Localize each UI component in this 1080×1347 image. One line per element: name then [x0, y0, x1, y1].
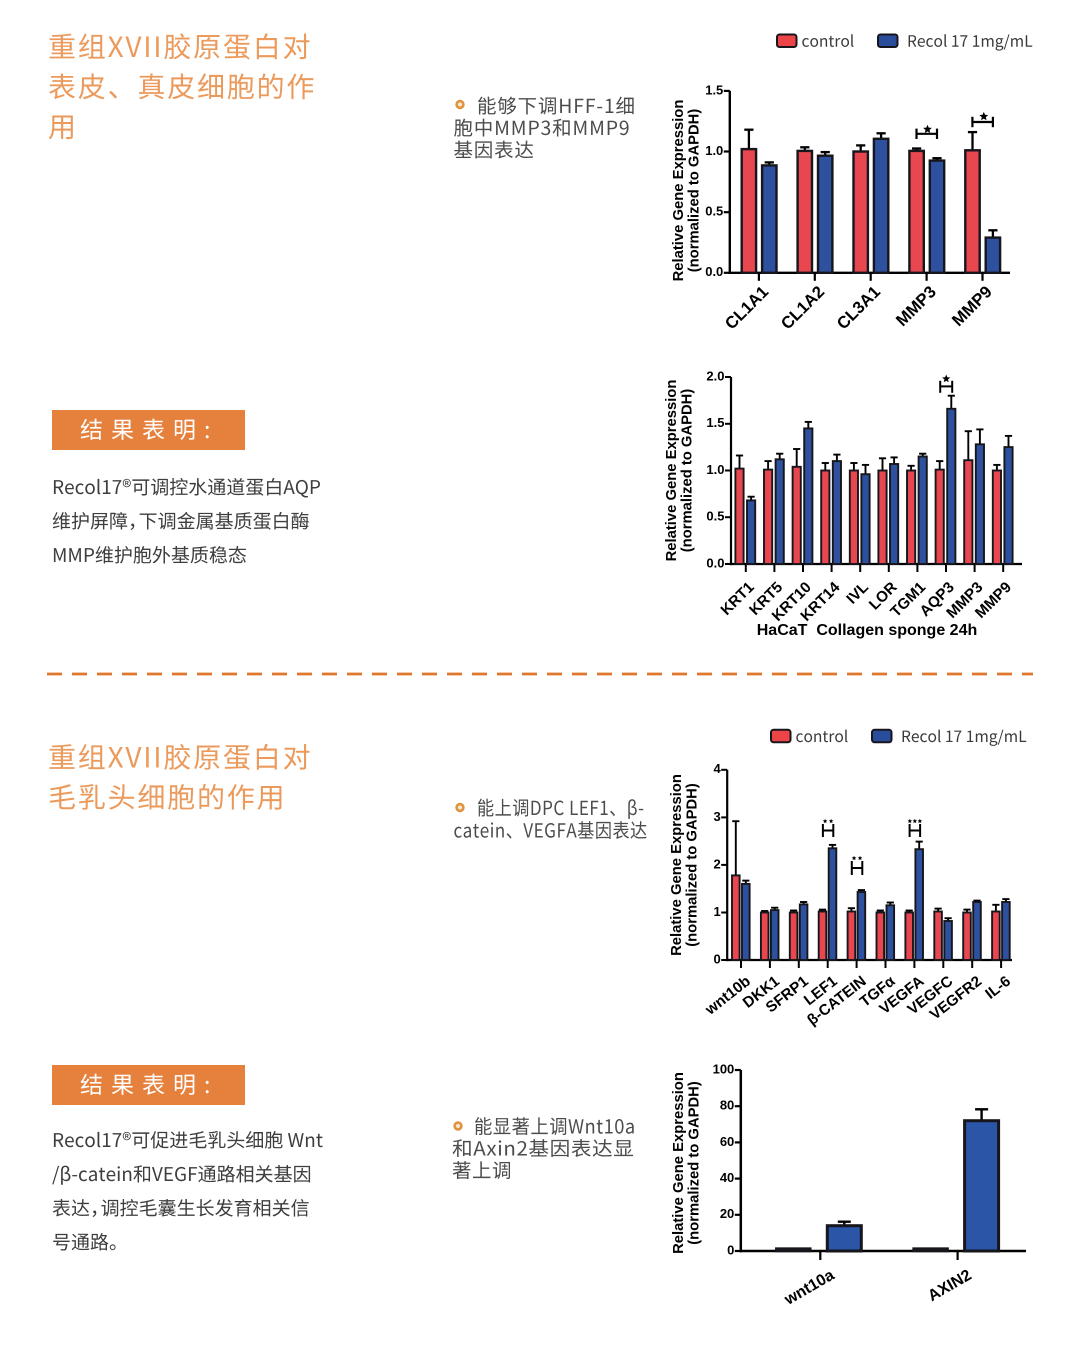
svg-text:0.5: 0.5 [706, 509, 724, 524]
svg-text:2: 2 [713, 856, 720, 871]
svg-text:Relative Gene Expression: Relative Gene Expression [669, 774, 685, 956]
svg-text:(normalized to GAPDH): (normalized to GAPDH) [680, 389, 696, 553]
svg-text:Relative Gene Expression: Relative Gene Expression [664, 380, 680, 562]
svg-text:0.5: 0.5 [705, 204, 723, 219]
svg-text:Relative Gene Expression: Relative Gene Expression [671, 100, 687, 282]
svg-text:1: 1 [713, 904, 720, 919]
svg-text:CL1A2: CL1A2 [777, 282, 828, 333]
svg-text:(normalized to GAPDH): (normalized to GAPDH) [687, 1081, 703, 1245]
svg-text:wnt10a: wnt10a [781, 1267, 837, 1309]
svg-text:(normalized to GAPDH): (normalized to GAPDH) [685, 783, 701, 947]
svg-text:CL1A1: CL1A1 [721, 282, 772, 333]
svg-text:1.0: 1.0 [706, 462, 724, 477]
svg-text:AXIN2: AXIN2 [925, 1267, 974, 1305]
svg-text:0: 0 [713, 951, 720, 966]
svg-text:60: 60 [720, 1134, 734, 1149]
svg-text:3: 3 [713, 809, 720, 824]
svg-text:Relative Gene Expression: Relative Gene Expression [671, 1072, 687, 1254]
svg-text:0: 0 [727, 1242, 734, 1257]
svg-text:1.5: 1.5 [706, 415, 724, 430]
svg-text:20: 20 [720, 1206, 734, 1221]
svg-text:CL3A1: CL3A1 [833, 282, 884, 333]
svg-text:HaCaT Collagen sponge 24h: HaCaT Collagen sponge 24h [757, 622, 977, 639]
svg-text:2.0: 2.0 [706, 368, 724, 383]
svg-text:1.0: 1.0 [705, 143, 723, 158]
svg-text:IL-6: IL-6 [982, 973, 1014, 1003]
svg-text:MMP3: MMP3 [892, 282, 940, 330]
svg-text:1.5: 1.5 [705, 82, 723, 97]
svg-text:100: 100 [713, 1061, 735, 1076]
svg-text:80: 80 [720, 1098, 734, 1113]
svg-text:(normalized to GAPDH): (normalized to GAPDH) [687, 109, 703, 273]
svg-text:0.0: 0.0 [705, 264, 723, 279]
svg-text:0.0: 0.0 [706, 555, 724, 570]
svg-text:40: 40 [720, 1170, 734, 1185]
svg-text:MMP9: MMP9 [948, 282, 996, 330]
svg-text:4: 4 [713, 761, 721, 776]
